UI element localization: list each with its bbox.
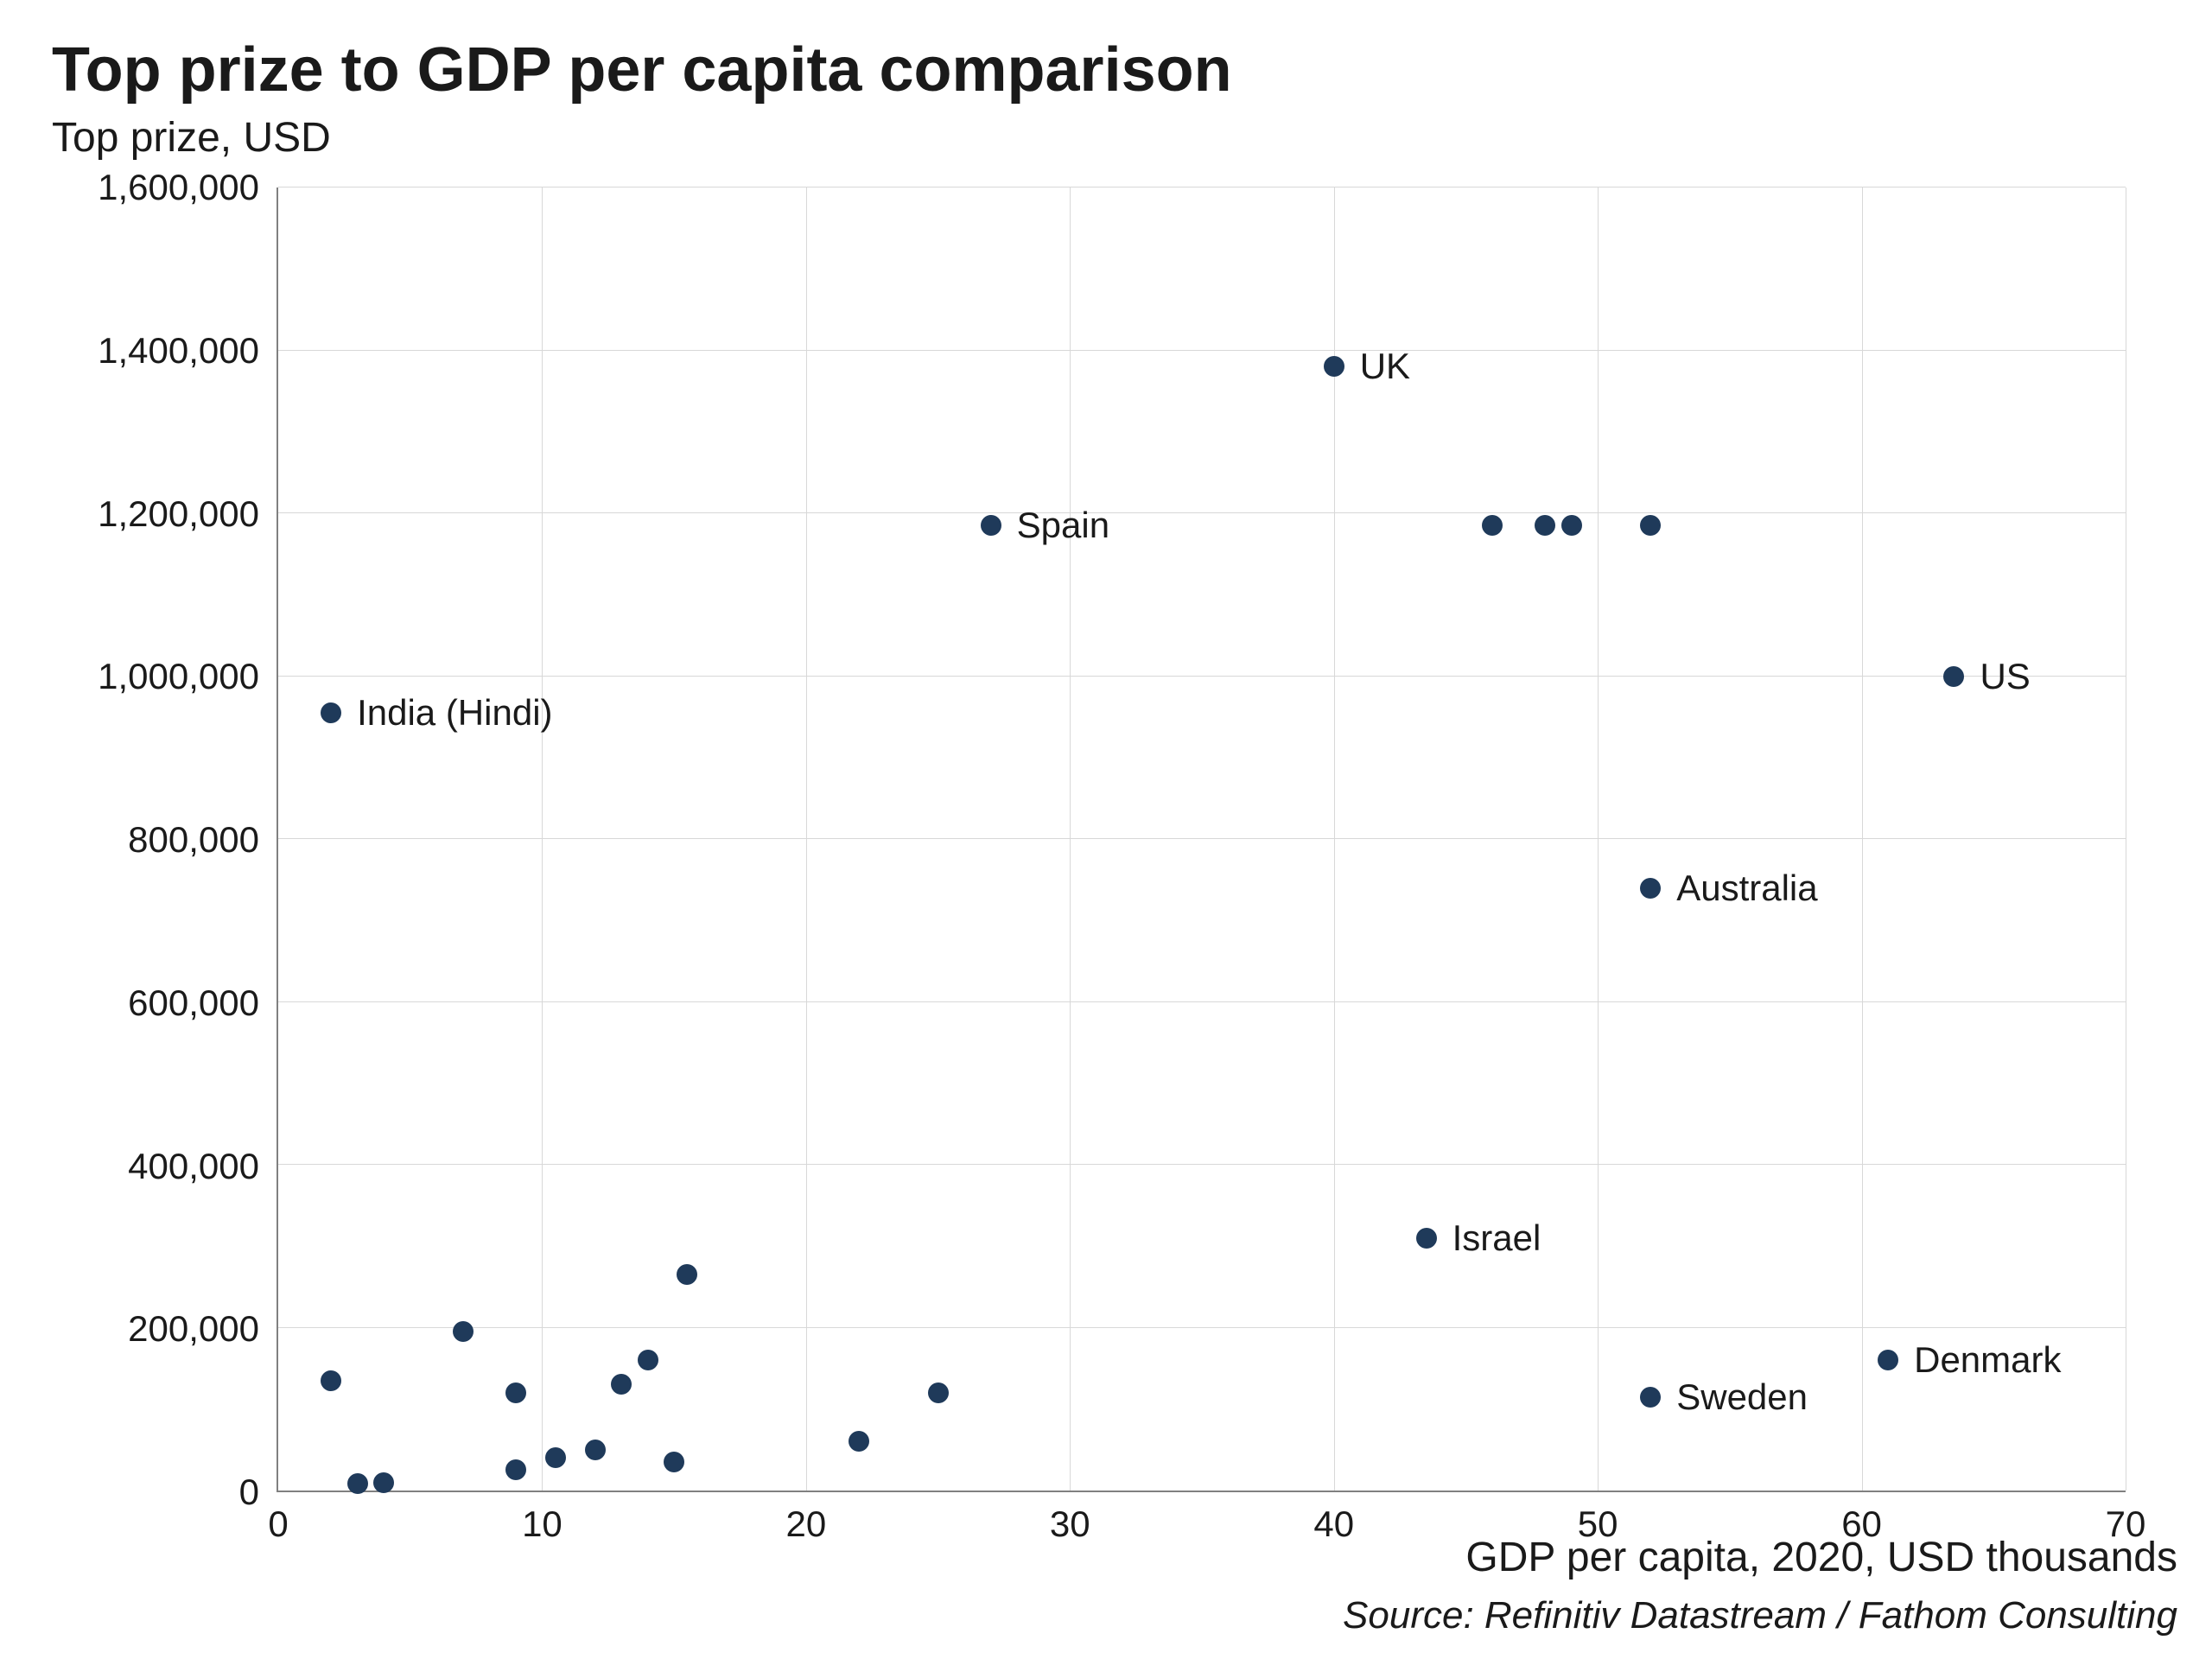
data-point [638, 1350, 658, 1370]
data-point [505, 1382, 526, 1403]
plot-wrapper: 0200,000400,000600,000800,0001,000,0001,… [52, 188, 2160, 1492]
data-point [1640, 1387, 1661, 1408]
chart-subtitle: Top prize, USD [52, 114, 2160, 162]
data-point [453, 1321, 474, 1342]
data-point [545, 1447, 566, 1468]
data-point-label: Australia [1676, 868, 1817, 909]
y-axis-labels: 0200,000400,000600,000800,0001,000,0001,… [52, 188, 268, 1492]
data-point [664, 1452, 684, 1472]
y-tick-label: 1,400,000 [98, 330, 259, 372]
grid-line-h [278, 676, 2126, 677]
data-point-label: India (Hindi) [357, 692, 552, 734]
data-point [1482, 515, 1503, 536]
grid-line-h [278, 350, 2126, 351]
grid-line-h [278, 1164, 2126, 1165]
grid-line-h [278, 187, 2126, 188]
y-tick-label: 200,000 [128, 1308, 259, 1350]
data-point [1535, 515, 1555, 536]
y-tick-label: 1,200,000 [98, 493, 259, 535]
data-point [849, 1431, 869, 1452]
data-point [1878, 1350, 1898, 1370]
y-tick-label: 1,000,000 [98, 656, 259, 697]
grid-line-v [542, 188, 543, 1491]
plot-area: 010203040506070UKSpainUSIndia (Hindi)Aus… [276, 188, 2126, 1492]
data-point [373, 1472, 394, 1493]
grid-line-v [806, 188, 807, 1491]
grid-line-h [278, 838, 2126, 839]
data-point [611, 1374, 632, 1395]
y-tick-label: 400,000 [128, 1146, 259, 1187]
data-point [321, 702, 341, 723]
data-point [505, 1459, 526, 1480]
x-tick-label: 10 [522, 1503, 563, 1545]
data-point [347, 1473, 368, 1494]
grid-line-h [278, 512, 2126, 513]
data-point [1561, 515, 1582, 536]
grid-line-h [278, 1327, 2126, 1328]
chart-container: Top prize to GDP per capita comparison T… [0, 0, 2212, 1659]
y-tick-label: 800,000 [128, 819, 259, 861]
data-point-label: Israel [1452, 1217, 1541, 1259]
data-point [1640, 515, 1661, 536]
x-tick-label: 0 [268, 1503, 288, 1545]
x-tick-label: 20 [785, 1503, 826, 1545]
data-point-label: Denmark [1914, 1339, 2061, 1381]
data-point [585, 1440, 606, 1460]
data-point-label: US [1980, 656, 2030, 697]
data-point [981, 515, 1001, 536]
data-point-label: UK [1360, 346, 1410, 387]
data-point [1324, 356, 1344, 377]
chart-title: Top prize to GDP per capita comparison [52, 35, 2160, 105]
data-point-label: Spain [1017, 505, 1109, 546]
x-tick-label: 40 [1313, 1503, 1354, 1545]
x-axis-title: GDP per capita, 2020, USD thousands [1465, 1534, 2177, 1581]
y-tick-label: 1,600,000 [98, 167, 259, 208]
y-tick-label: 0 [239, 1471, 259, 1513]
y-tick-label: 600,000 [128, 982, 259, 1024]
data-point [928, 1382, 949, 1403]
grid-line-v [1334, 188, 1335, 1491]
grid-line-h [278, 1001, 2126, 1002]
grid-line-v [1862, 188, 1863, 1491]
chart-source: Source: Refinitiv Datastream / Fathom Co… [1343, 1594, 2177, 1637]
grid-line-v [1070, 188, 1071, 1491]
data-point [1640, 878, 1661, 899]
data-point [1943, 666, 1964, 687]
data-point [1416, 1228, 1437, 1249]
grid-line-v [1598, 188, 1599, 1491]
data-point-label: Sweden [1676, 1376, 1808, 1418]
data-point [321, 1370, 341, 1391]
x-tick-label: 30 [1050, 1503, 1090, 1545]
data-point [677, 1264, 697, 1285]
